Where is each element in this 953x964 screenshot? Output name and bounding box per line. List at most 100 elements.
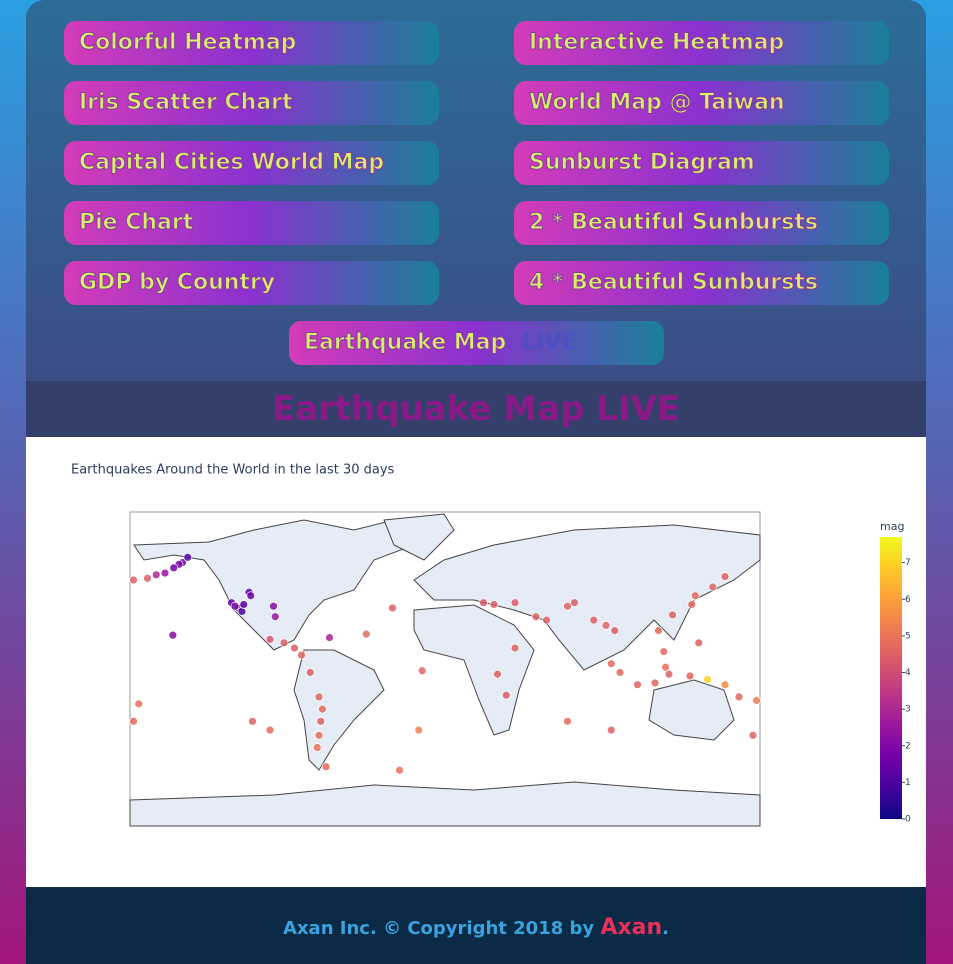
- quake-marker: [661, 662, 670, 672]
- quake-marker: [610, 626, 620, 636]
- nav-label: Earthquake Map: [303, 330, 507, 356]
- quake-marker: [615, 668, 625, 677]
- quake-marker: [143, 573, 152, 583]
- nav: Colorful Heatmap Interactive Heatmap Iris …: [26, 0, 926, 381]
- colorbar-tick-label: 0: [905, 815, 911, 825]
- quake-marker: [246, 591, 256, 601]
- quake-marker: [734, 692, 744, 702]
- heading: Earthquake Map LIVE: [26, 381, 926, 437]
- nav-button[interactable]: Pie Chart: [64, 201, 439, 245]
- quake-marker: [395, 765, 404, 775]
- quake-marker: [501, 690, 511, 700]
- nav-button[interactable]: 4 * Beautiful Sunbursts: [514, 261, 889, 305]
- nav-button[interactable]: 2 * Beautiful Sunbursts: [514, 201, 889, 245]
- quake-marker: [664, 669, 674, 679]
- chart-area: Earthquakes Around the World in the last…: [26, 437, 926, 887]
- quake-marker: [314, 730, 324, 740]
- quake-marker: [134, 699, 144, 709]
- quake-marker: [361, 629, 371, 639]
- colorbar-tick-label: 1: [905, 778, 911, 788]
- nav-button[interactable]: Sunburst Diagram: [514, 141, 889, 185]
- nav-button[interactable]: Interactive Heatmap: [514, 21, 889, 65]
- quake-marker: [748, 730, 758, 740]
- quake-marker: [169, 563, 179, 573]
- colorbar-tick-label: 5: [905, 631, 911, 641]
- quake-marker: [314, 692, 324, 702]
- colorbar-tick-label: 2: [905, 741, 911, 751]
- quake-marker: [654, 626, 663, 636]
- quake-marker: [248, 716, 257, 726]
- quake-marker: [570, 598, 579, 608]
- quake-marker: [414, 725, 424, 735]
- points: [129, 552, 761, 775]
- colorbar: mag 0 1 2 3 4 5 6 7: [880, 520, 911, 825]
- quake-marker: [321, 762, 331, 772]
- quake-marker: [290, 643, 299, 653]
- nav-button[interactable]: World Map @ Taiwan: [514, 81, 889, 125]
- quake-marker: [388, 603, 397, 613]
- quake-marker: [269, 601, 278, 611]
- container: Colorful Heatmap Interactive Heatmap Iris …: [26, 0, 926, 964]
- colorbar-title: mag: [880, 520, 904, 533]
- quake-marker: [325, 633, 334, 642]
- quake-marker: [510, 598, 520, 608]
- quake-marker: [129, 716, 138, 726]
- colorbar-tick-label: 4: [905, 668, 911, 678]
- quake-marker: [542, 615, 551, 625]
- colorbar-tick-label: 7: [905, 558, 911, 568]
- quake-marker: [183, 552, 193, 562]
- land: [129, 513, 761, 827]
- quake-marker: [265, 634, 275, 644]
- quake-marker: [160, 568, 170, 578]
- quake-marker: [703, 675, 712, 684]
- map: mag 0 1 2 3 4 5 6 7: [129, 511, 911, 827]
- nav-button[interactable]: Colorful Heatmap: [64, 21, 439, 65]
- quake-marker: [316, 716, 326, 726]
- quake-marker: [312, 743, 322, 752]
- quake-marker: [417, 666, 427, 676]
- quake-marker: [659, 647, 669, 656]
- quake-marker: [230, 601, 240, 611]
- nav-button-active[interactable]: Earthquake Map LIVE: [289, 321, 664, 365]
- quake-marker: [563, 601, 572, 611]
- quake-marker: [687, 600, 697, 609]
- quake-marker: [720, 680, 730, 690]
- quake-marker: [690, 591, 700, 601]
- footer-copyright: © Copyright 2018 by: [383, 918, 595, 939]
- chart: Earthquakes Around the World in the last…: [71, 463, 911, 827]
- quake-marker: [606, 659, 616, 669]
- quake-marker: [279, 638, 289, 648]
- nav-button[interactable]: GDP by Country: [64, 261, 439, 305]
- nav-button[interactable]: Capital Cities World Map: [64, 141, 439, 185]
- quake-marker: [168, 630, 178, 640]
- quake-marker: [479, 598, 488, 608]
- quake-marker: [563, 716, 572, 726]
- quake-marker: [752, 696, 761, 705]
- quake-marker: [720, 572, 730, 581]
- quake-marker: [606, 725, 616, 735]
- quake-marker: [151, 570, 161, 580]
- quake-marker: [685, 671, 695, 681]
- quake-marker: [510, 643, 520, 653]
- quake-marker: [297, 650, 306, 660]
- quake-marker: [531, 612, 541, 622]
- quake-marker: [493, 669, 502, 679]
- quake-marker: [601, 620, 611, 630]
- colorbar-scale: [880, 537, 902, 819]
- quake-marker: [589, 615, 599, 625]
- quake-marker: [489, 600, 499, 609]
- chart-title: Earthquakes Around the World in the last…: [71, 463, 395, 478]
- nav-badge: LIVE: [522, 330, 577, 355]
- footer-end: .: [662, 918, 669, 939]
- footer: Axan Inc. © Copyright 2018 by Axan.: [26, 887, 926, 964]
- footer-brand: Axan: [600, 915, 663, 940]
- footer-company: Axan Inc.: [283, 918, 377, 939]
- nav-button[interactable]: Iris Scatter Chart: [64, 81, 439, 125]
- quake-marker: [668, 610, 677, 620]
- quake-marker: [265, 725, 275, 735]
- quake-marker: [129, 575, 138, 585]
- colorbar-tick-label: 3: [905, 705, 911, 715]
- colorbar-tick-label: 6: [905, 595, 911, 605]
- quake-marker: [694, 638, 704, 648]
